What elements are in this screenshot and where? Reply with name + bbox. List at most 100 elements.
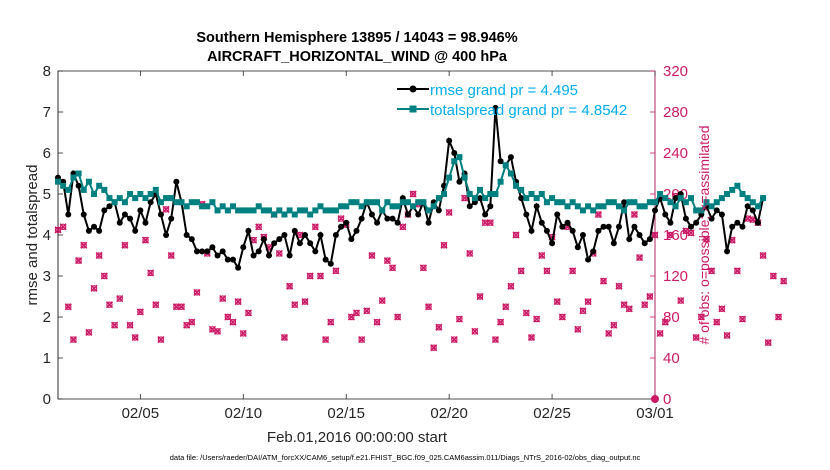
obs-assimilated-marker — [651, 231, 659, 239]
obs-possible-marker — [430, 344, 437, 351]
totalspread-point — [523, 195, 530, 202]
totalspread-point — [317, 203, 324, 210]
obs-assimilated-marker — [666, 231, 675, 239]
obs-possible-marker — [703, 235, 710, 243]
obs-possible-marker — [219, 295, 226, 302]
obs-assimilated-marker — [723, 331, 731, 340]
obs-assimilated-marker — [769, 272, 777, 280]
rmse-point — [404, 211, 411, 218]
rmse-point — [492, 104, 499, 111]
totalspread-point — [65, 186, 72, 193]
obs-possible-marker — [301, 298, 309, 305]
totalspread-point — [121, 199, 128, 206]
obs-assimilated-marker — [69, 335, 78, 344]
totalspread-point — [554, 199, 561, 206]
obs-possible-marker — [713, 318, 720, 326]
obs-assimilated-marker — [440, 241, 448, 249]
rmse-point — [255, 248, 262, 255]
rmse-point — [296, 240, 303, 247]
obs-possible-marker — [765, 339, 772, 346]
obs-assimilated-marker — [507, 282, 515, 290]
obs-possible-marker — [332, 267, 340, 275]
y-tick-label: 0 — [43, 391, 51, 408]
totalspread-point — [451, 158, 458, 165]
totalspread-point — [646, 199, 653, 206]
rmse-point — [605, 223, 612, 230]
obs-assimilated-marker — [131, 333, 139, 342]
obs-assimilated-marker — [244, 309, 252, 317]
chart-title-line2: AIRCRAFT_HORIZONTAL_WIND @ 400 hPa — [207, 49, 508, 65]
obs-assimilated-marker — [646, 292, 654, 301]
obs-assimilated-marker — [682, 227, 690, 235]
obs-assimilated-marker — [291, 301, 299, 309]
obs-assimilated-marker — [424, 303, 433, 311]
obs-assimilated-marker — [100, 272, 108, 280]
obs-assimilated-marker — [399, 223, 407, 231]
totalspread-point — [353, 199, 360, 206]
y-tick-label-right: 0 — [663, 391, 671, 408]
x-ticks: 02/05 02/10 02/15 02/20 02/25 03/01 — [122, 71, 674, 422]
totalspread-point — [111, 199, 118, 206]
rmse-point — [157, 211, 164, 218]
rmse-point — [374, 219, 381, 226]
obs-assimilated-marker — [733, 267, 741, 275]
obs-possible-marker — [106, 301, 113, 308]
totalspread-point — [394, 203, 401, 210]
obs-possible-marker — [368, 252, 376, 259]
obs-possible-marker — [379, 297, 386, 304]
rmse-point — [549, 240, 556, 247]
rmse-point — [271, 240, 278, 247]
obs-possible-marker — [65, 303, 72, 310]
totalspread-point — [312, 207, 319, 214]
obs-possible-marker — [168, 252, 175, 259]
obs-assimilated-marker — [322, 335, 330, 344]
obs-assimilated-marker — [543, 267, 551, 275]
x-tick-label: 02/25 — [533, 405, 571, 422]
obs-assimilated-marker — [574, 325, 582, 333]
totalspread-point — [224, 207, 231, 214]
obs-possible-marker — [656, 330, 664, 337]
totalspread-point — [178, 199, 185, 206]
rmse-point — [235, 264, 242, 271]
totalspread-point — [229, 203, 236, 210]
obs-possible-marker — [497, 318, 504, 326]
obs-possible-marker — [451, 336, 458, 343]
obs-possible-marker — [121, 242, 129, 249]
legend-rmse-marker — [409, 85, 417, 93]
obs-possible-marker — [543, 267, 551, 275]
obs-possible-marker — [312, 223, 319, 230]
obs-assimilated-marker — [388, 264, 397, 272]
obs-possible-marker — [255, 223, 262, 230]
totalspread-point — [142, 195, 149, 202]
obs-assimilated-marker — [533, 315, 541, 323]
obs-possible-marker — [620, 301, 628, 308]
rmse-point — [91, 223, 98, 230]
rmse-point — [368, 211, 375, 218]
totalspread-point — [173, 199, 180, 206]
obs-assimilated-marker — [316, 272, 325, 280]
obs-possible-marker — [487, 219, 494, 226]
rmse-point — [523, 211, 530, 218]
obs-possible-marker — [595, 211, 602, 218]
totalspread-point — [219, 203, 226, 210]
obs-assimilated-marker — [738, 315, 747, 323]
totalspread-point — [513, 182, 520, 189]
totalspread-point — [652, 199, 658, 206]
rmse-point — [574, 244, 581, 251]
obs-assimilated-marker — [419, 264, 427, 272]
obs-assimilated-marker — [409, 190, 417, 198]
rmse-point — [590, 248, 597, 255]
totalspread-point — [157, 199, 164, 206]
x-tick-label: 02/15 — [327, 405, 365, 422]
obs-assimilated-marker — [136, 308, 144, 316]
rmse-point — [595, 227, 602, 234]
totalspread-point — [363, 199, 370, 206]
x-tick-label: 02/05 — [122, 405, 160, 422]
rmse-point — [281, 232, 288, 238]
totalspread-point — [739, 191, 746, 197]
rmse-point — [626, 236, 633, 243]
totalspread-point — [667, 199, 674, 206]
obs-assimilated-marker — [605, 329, 613, 337]
rmse-point — [101, 207, 108, 214]
obs-possible-marker — [569, 267, 576, 275]
